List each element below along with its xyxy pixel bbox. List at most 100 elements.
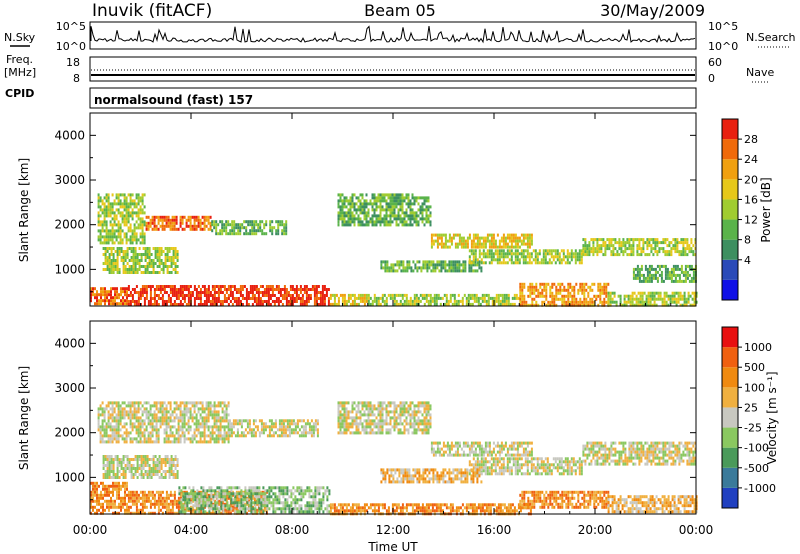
power-echo-cell — [121, 238, 124, 242]
power-echo-cell — [363, 199, 366, 203]
power-echo-cell — [135, 300, 138, 303]
power-echo-cell — [104, 268, 107, 271]
power-echo-cell — [430, 260, 433, 264]
power-echo-cell — [108, 265, 111, 268]
power-echo-cell — [267, 300, 270, 303]
power-echo-cell — [391, 196, 394, 200]
power-echo-cell — [470, 249, 473, 253]
power-echo-cell — [648, 238, 651, 242]
velocity-echo-cell — [202, 495, 205, 499]
power-echo-cell — [460, 269, 463, 273]
power-echo-cell — [668, 244, 671, 248]
power-echo-cell — [422, 260, 425, 264]
power-echo-cell — [559, 288, 562, 292]
velocity-echo-cell — [439, 503, 442, 507]
velocity-echo-cell — [248, 501, 251, 505]
velocity-echo-cell — [451, 509, 454, 513]
power-echo-cell — [172, 247, 175, 250]
power-echo-cell — [349, 202, 352, 206]
power-echo-cell — [467, 293, 470, 297]
power-echo-cell — [175, 294, 178, 297]
power-echo-cell — [395, 205, 398, 209]
power-echo-cell — [435, 296, 438, 300]
power-echo-cell — [135, 220, 138, 224]
power-echo-cell — [181, 288, 184, 291]
velocity-echo-cell — [318, 507, 321, 511]
power-echo-cell — [391, 193, 394, 197]
velocity-echo-cell — [559, 505, 562, 509]
power-echo-cell — [570, 249, 573, 253]
power-echo-cell — [476, 245, 479, 249]
power-echo-cell — [401, 217, 404, 221]
velocity-echo-cell — [122, 502, 124, 506]
velocity-echo-cell — [545, 490, 548, 494]
power-echo-cell — [174, 256, 177, 259]
power-echo-cell — [387, 202, 390, 206]
power-echo-cell — [155, 215, 158, 219]
power-echo-cell — [247, 297, 250, 300]
power-echo-cell — [171, 227, 174, 231]
power-echo-cell — [125, 223, 128, 227]
power-echo-cell — [615, 300, 618, 304]
velocity-echo-cell — [236, 510, 239, 514]
power-echo-cell — [367, 214, 370, 218]
power-echo-cell — [541, 300, 544, 304]
power-echo-cell — [371, 223, 374, 227]
velocity-echo-cell — [165, 502, 168, 506]
power-echo-cell — [524, 258, 527, 262]
power-echo-cell — [661, 297, 664, 301]
power-echo-cell — [297, 294, 300, 297]
power-echo-cell — [227, 223, 230, 227]
velocity-echo-cell — [118, 502, 120, 506]
power-echo-cell — [462, 242, 465, 246]
power-echo-cell — [682, 247, 685, 251]
power-echo-cell — [490, 252, 493, 256]
power-echo-cell — [623, 300, 626, 304]
velocity-echo-cell — [116, 487, 118, 491]
power-echo-cell — [160, 259, 163, 262]
power-echo-cell — [105, 193, 108, 197]
power-echo-cell — [460, 239, 463, 243]
velocity-echo-cell — [131, 499, 134, 503]
velocity-echo-cell — [206, 489, 209, 493]
power-echo-cell — [301, 288, 304, 291]
velocity-echo-cell — [278, 501, 281, 505]
power-echo-cell — [484, 252, 487, 256]
power-echo-cell — [509, 302, 512, 306]
power-echo-cell — [448, 269, 451, 273]
power-echo-cell — [565, 294, 568, 298]
power-echo-cell — [401, 223, 404, 227]
velocity-echo-cell — [238, 492, 241, 496]
power-echo-cell — [686, 238, 689, 242]
power-echo-cell — [642, 241, 645, 245]
power-echo-cell — [506, 261, 509, 265]
power-echo-cell — [438, 260, 441, 264]
power-echo-cell — [213, 303, 216, 306]
velocity-echo-cell — [157, 499, 160, 503]
velocity-echo-cell — [255, 508, 258, 512]
power-echo-cell — [480, 261, 483, 265]
power-echo-cell — [399, 196, 402, 200]
power-echo-cell — [587, 300, 590, 304]
power-echo-cell — [293, 291, 296, 294]
velocity-echo-cell — [198, 501, 201, 505]
power-echo-cell — [126, 287, 128, 291]
power-echo-cell — [181, 221, 184, 225]
power-echo-cell — [385, 202, 388, 206]
power-echo-cell — [561, 297, 564, 301]
power-echo-cell — [640, 250, 643, 254]
velocity-echo-cell — [141, 511, 144, 515]
power-echo-cell — [233, 285, 236, 288]
power-echo-cell — [607, 300, 610, 304]
power-echo-cell — [143, 241, 146, 245]
velocity-echo-cell — [145, 505, 148, 509]
power-echo-cell — [505, 293, 508, 297]
power-echo-cell — [151, 227, 154, 231]
power-echo-cell — [94, 287, 96, 291]
power-echo-cell — [478, 266, 481, 270]
power-echo-cell — [649, 297, 652, 301]
power-echo-cell — [347, 214, 350, 218]
power-echo-cell — [588, 250, 591, 254]
power-echo-cell — [542, 249, 545, 253]
power-echo-cell — [679, 294, 682, 298]
